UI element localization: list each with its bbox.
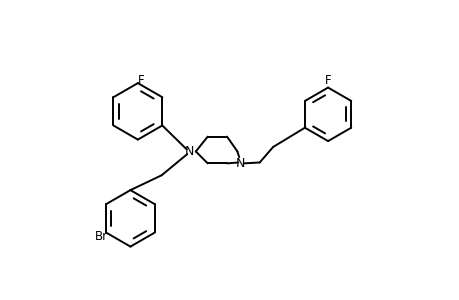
Text: F: F [324,74,330,87]
Text: N: N [185,145,194,158]
Text: F: F [138,74,145,87]
Text: Br: Br [95,230,108,243]
Text: N: N [235,158,245,170]
